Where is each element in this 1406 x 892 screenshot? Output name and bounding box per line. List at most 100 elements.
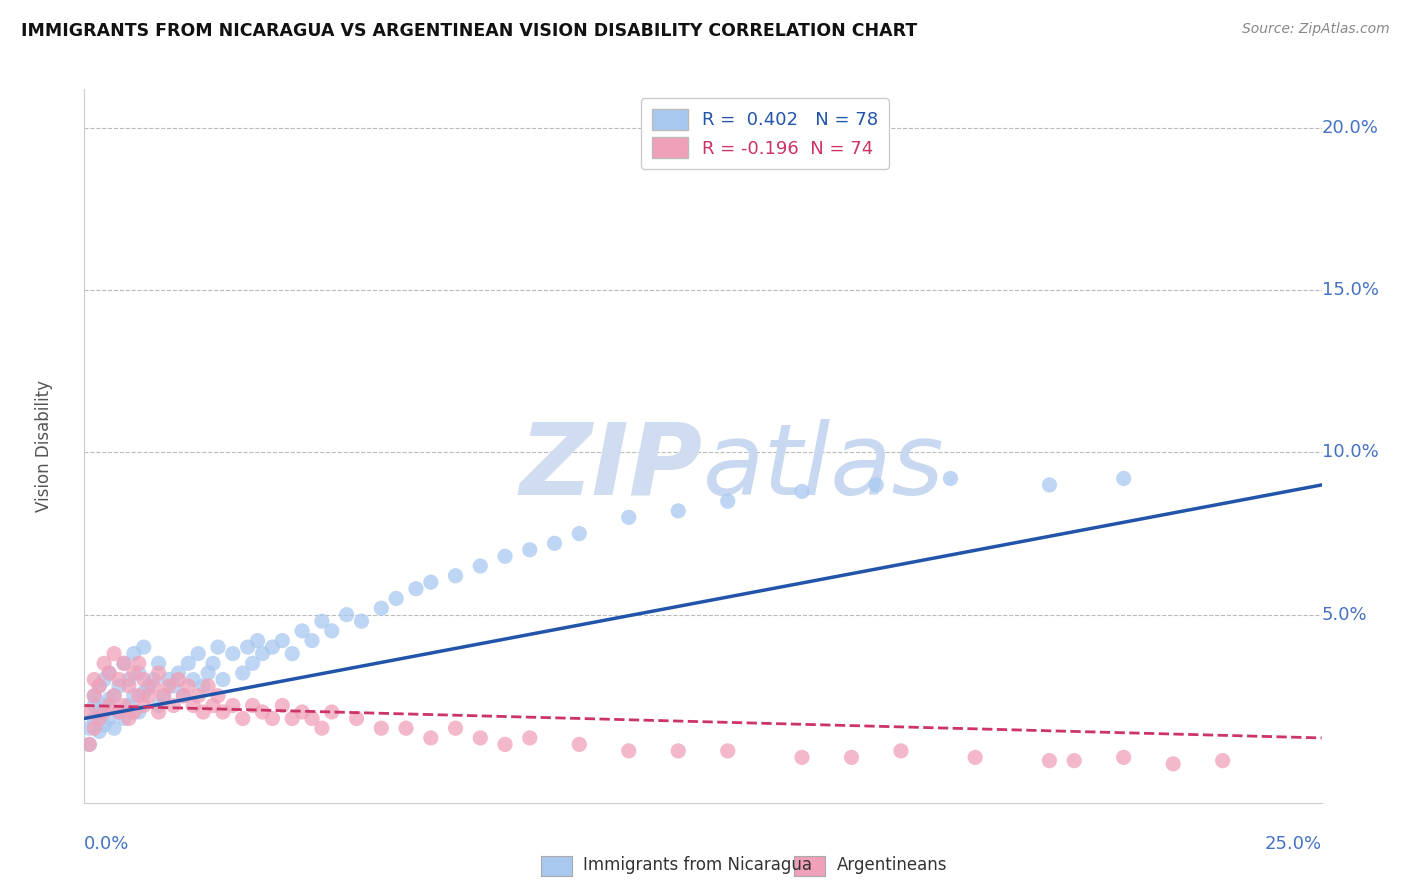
- Point: [148, 657, 170, 671]
- Text: ZIP: ZIP: [520, 419, 703, 516]
- Point: [301, 633, 323, 648]
- Point: [118, 679, 141, 693]
- Point: [132, 673, 155, 687]
- Point: [181, 698, 204, 713]
- Point: [262, 640, 284, 654]
- Point: [98, 711, 121, 725]
- Point: [1063, 754, 1085, 768]
- Text: 10.0%: 10.0%: [1322, 443, 1378, 461]
- Point: [112, 657, 135, 671]
- Point: [103, 647, 125, 661]
- Text: Argentineans: Argentineans: [837, 856, 948, 874]
- Point: [242, 657, 264, 671]
- Point: [138, 689, 160, 703]
- Point: [790, 750, 813, 764]
- Point: [1112, 750, 1135, 764]
- Point: [890, 744, 912, 758]
- Point: [79, 721, 101, 735]
- Text: 15.0%: 15.0%: [1322, 281, 1379, 300]
- Point: [321, 705, 343, 719]
- Point: [118, 698, 141, 713]
- Point: [138, 679, 160, 693]
- Point: [79, 705, 101, 719]
- Point: [98, 698, 121, 713]
- Text: atlas: atlas: [703, 419, 945, 516]
- Point: [148, 698, 170, 713]
- Point: [89, 705, 111, 719]
- Point: [232, 666, 254, 681]
- Point: [162, 679, 184, 693]
- Point: [1112, 471, 1135, 485]
- Point: [617, 510, 640, 524]
- Point: [83, 698, 105, 713]
- Point: [191, 705, 214, 719]
- Point: [103, 689, 125, 703]
- Point: [222, 647, 245, 661]
- Point: [148, 705, 170, 719]
- Point: [197, 666, 219, 681]
- Point: [568, 526, 591, 541]
- Point: [543, 536, 565, 550]
- Point: [202, 657, 225, 671]
- Point: [79, 738, 101, 752]
- Point: [212, 705, 235, 719]
- Point: [236, 640, 259, 654]
- Point: [89, 679, 111, 693]
- Point: [939, 471, 962, 485]
- Point: [1161, 756, 1184, 771]
- Point: [132, 640, 155, 654]
- Point: [419, 731, 441, 745]
- Point: [197, 679, 219, 693]
- Point: [291, 624, 314, 638]
- Point: [187, 647, 209, 661]
- Point: [271, 633, 294, 648]
- Text: Source: ZipAtlas.com: Source: ZipAtlas.com: [1241, 22, 1389, 37]
- Point: [128, 657, 150, 671]
- Text: IMMIGRANTS FROM NICARAGUA VS ARGENTINEAN VISION DISABILITY CORRELATION CHART: IMMIGRANTS FROM NICARAGUA VS ARGENTINEAN…: [21, 22, 917, 40]
- Point: [83, 711, 105, 725]
- Point: [167, 666, 190, 681]
- Text: Immigrants from Nicaragua: Immigrants from Nicaragua: [583, 856, 813, 874]
- Point: [191, 679, 214, 693]
- Point: [336, 607, 359, 622]
- Point: [181, 673, 204, 687]
- Point: [207, 689, 229, 703]
- Point: [385, 591, 408, 606]
- Point: [311, 614, 333, 628]
- Point: [93, 698, 115, 713]
- Point: [790, 484, 813, 499]
- Point: [83, 689, 105, 703]
- Point: [242, 698, 264, 713]
- Point: [405, 582, 427, 596]
- Point: [1212, 754, 1234, 768]
- Point: [93, 657, 115, 671]
- Point: [112, 657, 135, 671]
- Point: [395, 721, 418, 735]
- Point: [841, 750, 863, 764]
- Point: [83, 721, 105, 735]
- Point: [142, 679, 165, 693]
- Point: [246, 633, 269, 648]
- Point: [108, 679, 131, 693]
- Point: [444, 721, 467, 735]
- Point: [89, 679, 111, 693]
- Point: [291, 705, 314, 719]
- Point: [370, 601, 392, 615]
- Point: [177, 679, 200, 693]
- Point: [494, 549, 516, 564]
- Point: [93, 718, 115, 732]
- Point: [252, 705, 274, 719]
- Point: [118, 711, 141, 725]
- Point: [152, 689, 174, 703]
- Point: [122, 689, 145, 703]
- Point: [89, 724, 111, 739]
- Point: [157, 679, 180, 693]
- Point: [717, 494, 740, 508]
- Point: [142, 673, 165, 687]
- Point: [157, 673, 180, 687]
- Point: [470, 559, 492, 574]
- Legend: R =  0.402   N = 78, R = -0.196  N = 74: R = 0.402 N = 78, R = -0.196 N = 74: [641, 98, 889, 169]
- Point: [108, 705, 131, 719]
- Point: [128, 689, 150, 703]
- Point: [202, 698, 225, 713]
